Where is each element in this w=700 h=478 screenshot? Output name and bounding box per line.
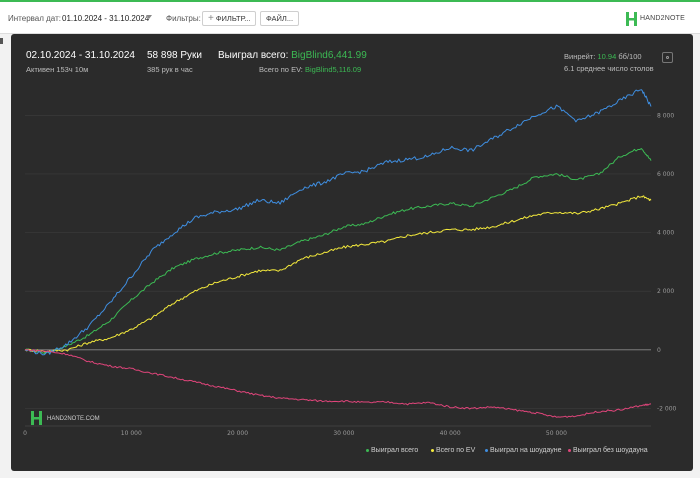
profit-chart: 8 000 6 000 4 000 2 000 0 -2 000 0 10 000 20 000… [23,89,677,437]
stats-active-time: Активен 153ч 10м [26,65,89,74]
filter-button[interactable]: + ФИЛЬТР... [202,11,257,26]
legend-label: Выиграл всего [371,447,419,454]
legend-dot-icon [568,448,571,452]
watermark: HAND2NOTE.COM [31,411,100,430]
series-line [24,195,652,353]
legend-item[interactable]: Выиграл без шоудауна [568,447,648,454]
watermark-text: HAND2NOTE.COM [47,416,100,422]
brand-name: HAND2NOTE [640,15,685,22]
legend-dot-icon [431,448,434,452]
legend-label: Всего по EV [436,447,476,454]
legend-item[interactable]: Выиграл на шоудауне [485,447,562,454]
y-tick-label: -2 000 [657,405,677,412]
y-tick-label: 8 000 [657,112,674,119]
chart-ticks: 8 000 6 000 4 000 2 000 0 -2 000 0 10 000 20 000… [23,112,676,437]
ev-total-label: Всего по EV: [259,65,303,74]
settings-gear-icon[interactable] [662,52,673,63]
stats-winrate: Винрейт: 10.94 бб/100 [564,52,642,61]
legend-label: Выиграл на шоудауне [490,447,562,454]
legend-item[interactable]: Выиграл всего [366,447,418,454]
x-tick-label: 10 000 [121,430,142,437]
winrate-value: 10.94 [597,52,617,61]
hand2note-logo-icon [626,12,637,26]
date-range-label: Интервал дат: [8,14,61,23]
y-tick-label: 6 000 [657,171,674,178]
x-tick-label: 30 000 [333,430,354,437]
x-tick-label: 40 000 [440,430,461,437]
x-tick-label: 20 000 [227,430,248,437]
legend-item[interactable]: Всего по EV [431,447,475,454]
stats-tables: 6.1 среднее число столов [564,64,654,73]
stats-hands-per-hour: 385 рук в час [147,65,193,74]
file-button[interactable]: ФАЙЛ... [260,11,300,26]
y-tick-label: 4 000 [657,230,674,237]
hand2note-watermark-icon [31,411,42,425]
y-tick-label: 0 [657,347,661,354]
filter-button-label: ФИЛЬТР... [215,14,251,23]
won-total-value: BigBlind6,441.99 [291,50,367,61]
top-toolbar: Интервал дат: 01.10.2024 - 31.10.2024 Фи… [0,0,700,34]
edge-handle [0,38,3,44]
chevron-down-icon[interactable] [146,15,152,19]
legend-label: Выиграл без шоудауна [573,447,648,454]
series-line [24,89,652,356]
ev-total-value: BigBlind5,116.09 [304,65,362,74]
plus-icon: + [208,13,214,24]
date-range-picker[interactable]: 01.10.2024 - 31.10.2024 [62,14,150,23]
series-line [24,349,652,418]
series-line [24,148,652,354]
winrate-label: Винрейт: [564,52,596,61]
won-total-label: Выиграл всего: [218,50,289,61]
legend-dot-icon [366,448,369,452]
stats-hands: 58 898 Руки [147,50,202,61]
file-button-label: ФАЙЛ... [266,14,294,23]
stats-date-range: 02.10.2024 - 31.10.2024 [26,50,135,61]
legend-dot-icon [485,448,488,452]
stats-ev-total: Всего по EV: BigBlind5,116.09 [259,65,361,74]
chart-lines [24,89,652,418]
graph-panel: 02.10.2024 - 31.10.2024 Активен 153ч 10м… [11,34,693,471]
chart-grid [25,115,651,427]
gear-center-icon [666,56,669,59]
winrate-unit: бб/100 [618,52,642,61]
y-tick-label: 2 000 [657,288,674,295]
x-tick-label: 50 000 [546,430,567,437]
x-tick-label: 0 [23,430,27,437]
stats-won-total: Выиграл всего: BigBlind6,441.99 [218,50,367,61]
filters-label: Фильтры: [166,14,201,23]
